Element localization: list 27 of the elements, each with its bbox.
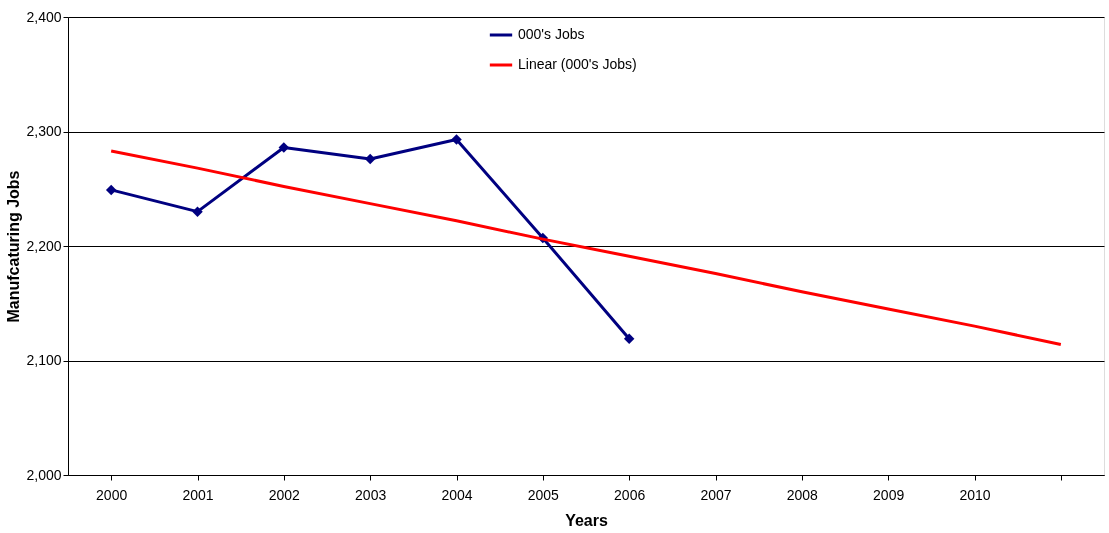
line-series [109, 149, 1063, 346]
y-tick-label: 2,300 [26, 123, 62, 139]
point [623, 333, 635, 344]
x-tick-label: 2006 [614, 486, 646, 503]
point [278, 142, 290, 153]
x-tick-label: 2008 [786, 486, 819, 503]
point [364, 153, 376, 165]
y-tick-label: 2,100 [26, 352, 62, 368]
y-tick-label: 2,000 [26, 466, 62, 483]
point [451, 134, 462, 145]
x-tick-label: 2005 [527, 486, 560, 503]
point [192, 206, 203, 217]
x-tick-label: 2001 [182, 486, 214, 503]
y-axis-title: Manufcaturing Jobs [5, 170, 23, 323]
x-tick-label: 2007 [700, 486, 732, 503]
x-axis-title: Years [565, 511, 608, 529]
x-tick-label: 2010 [959, 486, 991, 503]
y-tick-label: 2,200 [26, 237, 62, 254]
x-tick-label: 2004 [441, 486, 473, 503]
x-tick-label: 2003 [355, 486, 387, 503]
legend-label: 000's Jobs [518, 26, 585, 42]
x-tick-label: 2002 [268, 486, 301, 503]
y-tick-label: 2,400 [26, 8, 62, 25]
point [105, 184, 117, 196]
x-tick-label: 2009 [873, 486, 905, 503]
legend-label: Linear (000's Jobs) [518, 56, 637, 72]
x-tick-label: 2000 [96, 486, 128, 503]
